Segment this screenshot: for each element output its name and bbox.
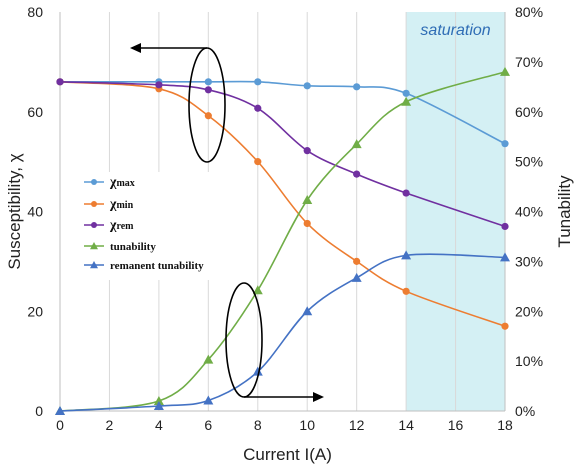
data-point-remanent_tunability [55, 406, 65, 415]
data-point-tunability [302, 195, 313, 205]
legend-label: χmin [109, 197, 134, 212]
y-right-tick-label: 40% [515, 204, 543, 220]
legend-label: remanent tunability [110, 260, 204, 272]
y-axis-right-title: Tunability [555, 175, 574, 248]
legend-swatch-marker [90, 261, 98, 269]
legend-item-chi_min: χmin [84, 197, 134, 212]
x-tick-label: 10 [299, 417, 315, 433]
data-point-chi_max [204, 78, 212, 86]
data-point-remanent_tunability [302, 306, 313, 316]
data-point-remanent_tunability [401, 250, 412, 260]
data-point-chi_min [254, 158, 262, 166]
data-point-chi_min [204, 112, 212, 120]
y-left-tick-label: 60 [27, 104, 43, 120]
legend-swatch-marker [90, 242, 98, 250]
legend-label: χmax [109, 175, 135, 190]
data-point-tunability [203, 354, 214, 364]
data-point-remanent_tunability [153, 401, 164, 411]
legend-swatch-marker [91, 179, 97, 185]
data-point-remanent_tunability [500, 252, 510, 262]
legend-box [78, 172, 253, 280]
y-right-tick-label: 0% [515, 403, 535, 419]
data-point-remanent_tunability [351, 272, 362, 282]
y-left-tick-label: 80 [27, 4, 43, 20]
y-axis-left-title: Susceptibility, χ [5, 153, 24, 269]
data-point-tunability [500, 66, 510, 76]
y-right-tick-label: 60% [515, 104, 543, 120]
x-tick-label: 12 [349, 417, 365, 433]
data-point-chi_rem [254, 104, 262, 112]
y-left-tick-label: 40 [27, 204, 43, 220]
saturation-label: saturation [420, 22, 490, 39]
legend-label: tunability [110, 241, 156, 253]
x-tick-label: 8 [254, 417, 262, 433]
data-point-tunability [252, 285, 263, 295]
y-right-tick-label: 50% [515, 154, 543, 170]
y-right-tick-label: 10% [515, 353, 543, 369]
data-point-chi_min [501, 322, 509, 330]
x-tick-label: 6 [204, 417, 212, 433]
x-tick-label: 14 [398, 417, 414, 433]
data-point-chi_rem [204, 86, 212, 94]
data-point-chi_rem [353, 170, 361, 178]
right-axis-ellipse [225, 282, 263, 398]
data-point-chi_max [303, 82, 311, 90]
data-point-tunability [351, 139, 362, 149]
legend-item-tunability: tunability [84, 241, 156, 253]
data-point-chi_min [353, 257, 361, 265]
x-tick-label: 18 [497, 417, 513, 433]
x-axis-title: Current I(A) [243, 445, 332, 464]
data-point-chi_min [303, 219, 311, 228]
data-point-chi_rem [501, 222, 509, 231]
left-arrow-head [130, 43, 141, 53]
data-point-remanent_tunability [203, 395, 214, 405]
legend-label: χrem [109, 218, 134, 233]
y-left-tick-label: 0 [35, 403, 43, 419]
legend-item-chi_max: χmax [84, 175, 135, 190]
data-point-chi_max [353, 83, 361, 91]
x-tick-label: 4 [155, 417, 163, 433]
data-point-chi_max [501, 140, 509, 148]
y-right-tick-label: 30% [515, 253, 543, 269]
y-right-tick-label: 80% [515, 4, 543, 20]
x-tick-label: 0 [56, 417, 64, 433]
data-point-chi_rem [56, 78, 64, 86]
series-chi_rem [56, 78, 509, 231]
y-right-tick-label: 70% [515, 54, 543, 70]
data-point-chi_rem [402, 189, 410, 197]
x-tick-label: 2 [106, 417, 114, 433]
data-point-chi_max [402, 89, 410, 97]
data-point-chi_max [254, 78, 262, 86]
legend-swatch-marker [91, 201, 97, 207]
series-remanent_tunability [55, 250, 510, 415]
y-right-tick-label: 20% [515, 303, 543, 319]
y-left-tick-label: 20 [27, 303, 43, 319]
data-point-chi_rem [155, 81, 163, 89]
x-tick-label: 16 [448, 417, 464, 433]
data-point-remanent_tunability [252, 366, 263, 376]
right-arrow-head [313, 392, 324, 402]
legend-item-remanent_tunability: remanent tunability [84, 260, 204, 272]
legend-item-chi_rem: χrem [84, 218, 134, 233]
data-point-tunability [401, 96, 412, 106]
data-point-chi_rem [303, 147, 311, 155]
data-point-chi_min [402, 287, 410, 295]
legend-swatch-marker [91, 222, 97, 228]
data-point-tunability [153, 396, 164, 406]
